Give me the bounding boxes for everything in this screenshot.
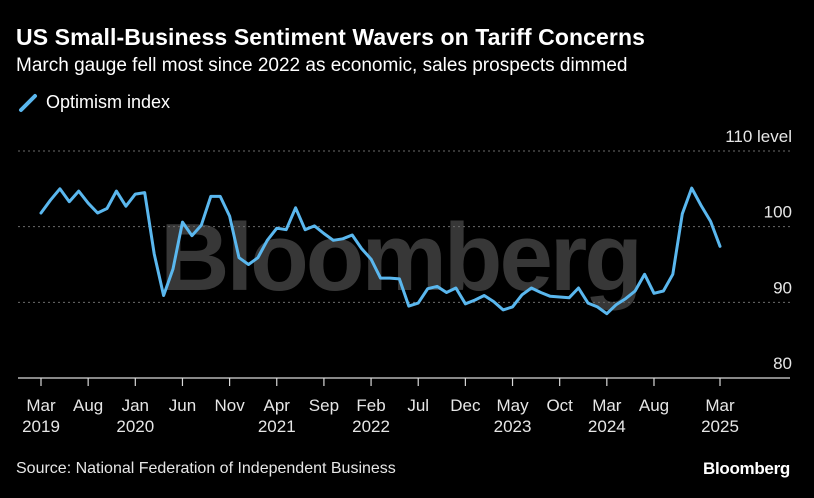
x-tick-label: Mar <box>592 396 622 415</box>
x-tick-year-label: 2020 <box>116 417 154 436</box>
y-tick-label: 90 <box>773 278 792 297</box>
x-tick-year-label: 2023 <box>494 417 532 436</box>
x-tick-label: Jan <box>122 396 149 415</box>
chart-title: US Small-Business Sentiment Wavers on Ta… <box>16 24 646 50</box>
x-tick-label: Jun <box>169 396 196 415</box>
x-tick-year-label: 2022 <box>352 417 390 436</box>
x-tick-year-label: 2019 <box>22 417 60 436</box>
x-tick-label: Mar <box>26 396 56 415</box>
series-line-optimism-index <box>39 186 722 316</box>
watermark-text: Bloomberg <box>160 204 640 311</box>
bloomberg-logo: Bloomberg <box>702 459 790 478</box>
x-tick-label: Nov <box>214 396 245 415</box>
x-tick-label: Feb <box>356 396 385 415</box>
x-tick-year-label: 2021 <box>258 417 296 436</box>
x-tick-label: May <box>496 396 529 415</box>
x-tick-label: Aug <box>639 396 669 415</box>
x-tick-year-label: 2025 <box>701 417 739 436</box>
chart-subtitle: March gauge fell most since 2022 as econ… <box>16 55 628 76</box>
y-tick-label: 100 <box>764 203 792 222</box>
x-tick-label: Aug <box>73 396 103 415</box>
x-tick-year-label: 2024 <box>588 417 626 436</box>
source-note: Source: National Federation of Independe… <box>16 460 396 477</box>
y-tick-label: 80 <box>773 354 792 373</box>
legend-label: Optimism index <box>46 92 171 112</box>
x-tick-label: Sep <box>309 396 339 415</box>
x-tick-label: Jul <box>407 396 429 415</box>
legend: Optimism index <box>18 92 170 113</box>
legend-line-swatch-icon <box>19 93 37 112</box>
x-tick-label: Oct <box>546 396 573 415</box>
x-tick-label: Dec <box>450 396 481 415</box>
y-tick-label: 110 level <box>725 127 792 146</box>
x-tick-label: Apr <box>264 396 291 415</box>
x-tick-label: Mar <box>705 396 735 415</box>
